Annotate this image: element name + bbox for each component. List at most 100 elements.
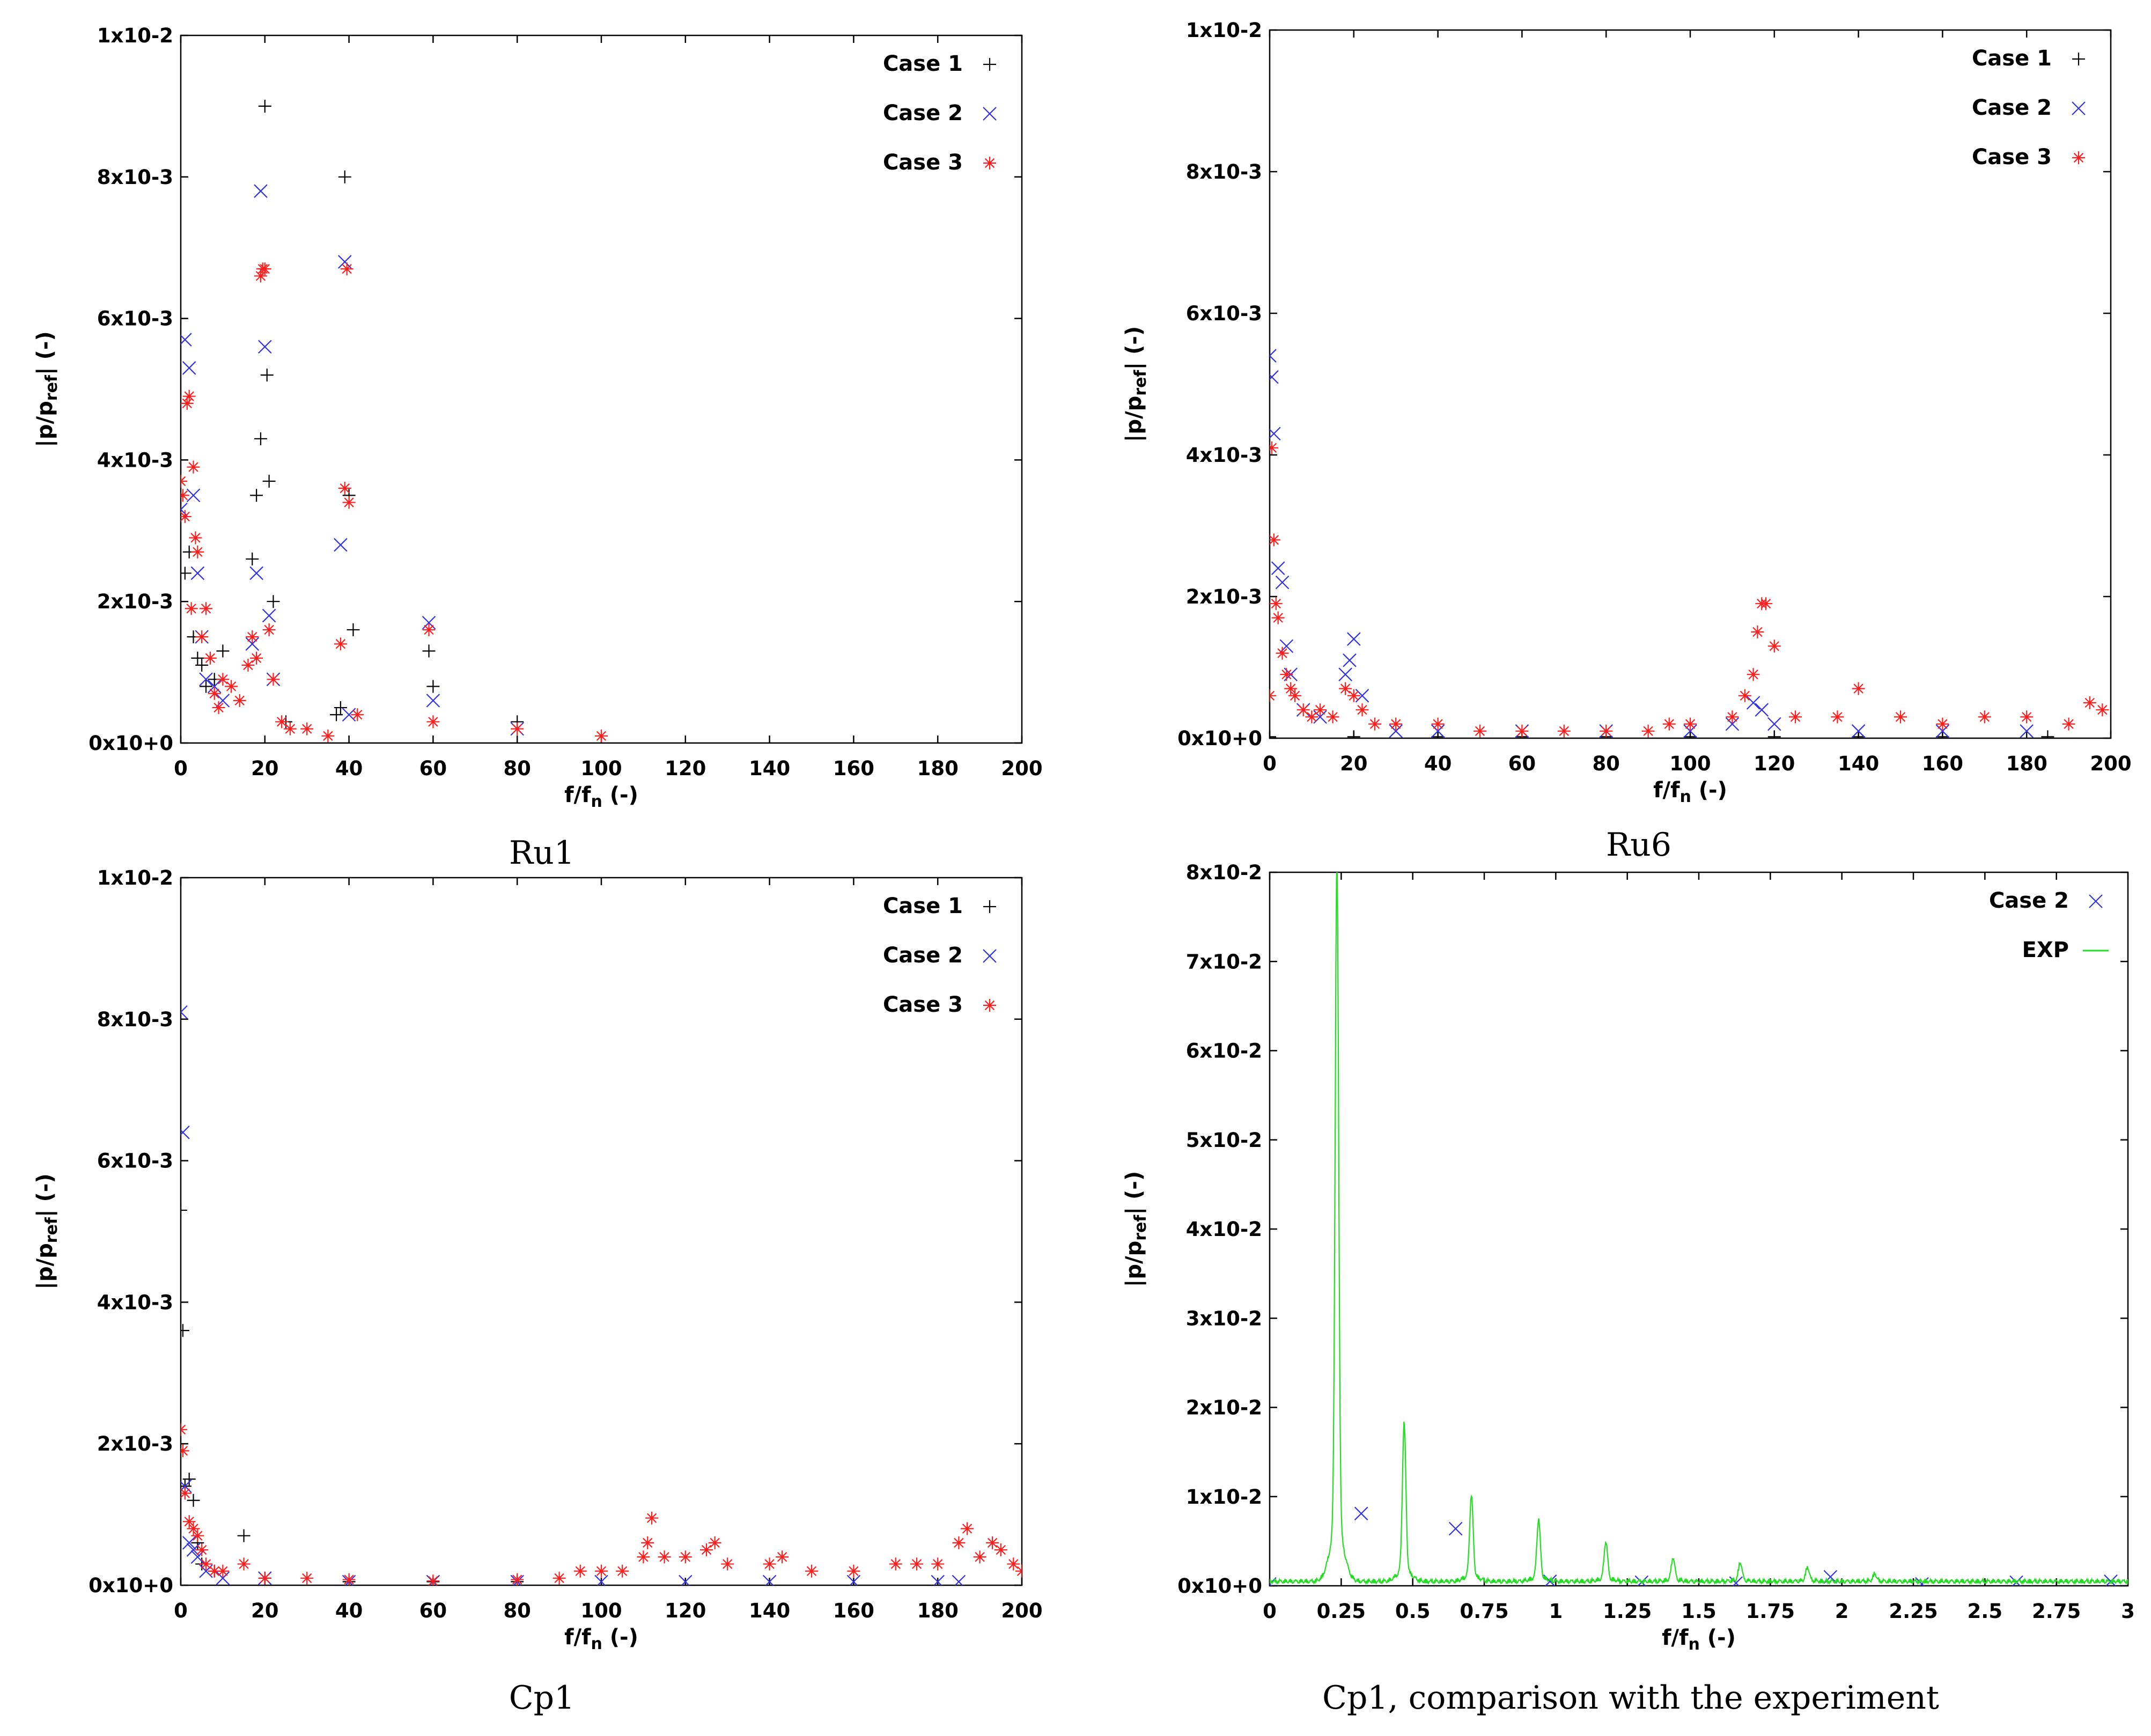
y-tick-label: 8x10-3 [97,1008,173,1031]
x-tick-label: 180 [917,757,959,780]
data-point [181,1203,187,1217]
y-tick-label: 1x10-2 [1186,1485,1262,1509]
data-point [1600,724,1613,738]
data-point [1347,730,1360,738]
x-tick-label: 20 [251,1599,279,1622]
data-point [1936,730,1949,738]
data-point [1354,1506,1368,1521]
data-point [254,184,268,198]
legend-label: Case 3 [1972,145,2052,170]
data-point [595,729,608,742]
data-point [200,680,213,693]
data-point [931,1557,945,1571]
data-point [300,1571,314,1585]
data-point [1276,646,1289,660]
y-tick-label: 3x10-2 [1186,1307,1262,1330]
data-point [511,1573,524,1585]
data-point [1662,717,1676,731]
data-point [181,1324,189,1337]
data-point [275,715,289,729]
data-point [1431,724,1445,738]
chart-ru6: 0x10+0 2x10-3 4x10-3 6x10-3 8x10-3 1x10-2 0 20 4… [1122,19,2132,806]
data-point [426,715,440,729]
y-tick-label: 1x10-2 [97,866,173,889]
data-point [595,1564,608,1578]
data-point [1515,724,1529,738]
x-tick-label: 0.5 [1395,1600,1431,1623]
data-point [1338,667,1352,681]
y-axis-label-main: |p/p [33,401,58,447]
data-point [185,602,198,615]
data-point [250,489,263,502]
data-point [260,369,274,382]
legend-label: Case 2 [883,101,963,126]
data-point [249,566,263,580]
data-point [616,1564,629,1578]
x-axis-label-suffix: (-) [602,1625,638,1650]
data-point [351,708,364,722]
data-point [594,1575,608,1585]
data-point [1448,1521,1463,1536]
data-point [321,729,335,742]
data-point [181,1423,187,1436]
data-point [182,1536,196,1550]
series-case-2 [181,1005,966,1585]
x-tick-label: 140 [1838,752,1879,775]
legend-label: Case 1 [883,52,963,76]
data-point [246,553,259,566]
x-tick-label: 60 [419,757,447,780]
data-point [246,630,259,644]
data-point [1297,703,1310,717]
x-tick-label: 0 [174,757,188,780]
chart-cp1-vs-experiment: 0x10+0 1x10-2 2x10-2 3x10-2 4x10-2 5x10-2 6x10… [1122,861,2135,1654]
data-point [1767,717,1781,731]
data-point [342,1573,356,1585]
plot-area [181,1005,1022,1585]
data-point [181,333,192,347]
data-point [212,701,225,715]
y-axis-label-suffix: | (-) [33,331,58,375]
data-point [1831,710,1844,724]
x-tick-label: 0 [174,1599,188,1622]
data-point [199,672,213,687]
y-axis-label-main: |p/p [1122,1241,1147,1287]
data-point [181,1444,189,1458]
y-tick-label: 5x10-2 [1186,1129,1262,1152]
data-point [994,1543,1007,1557]
data-point [181,1479,192,1494]
series-case-1 [181,99,524,729]
legend-label: Case 2 [1972,95,2052,120]
data-point [1851,724,1866,738]
x-tick-label: 60 [1508,752,1536,775]
data-point [931,1575,945,1585]
data-point [1767,730,1781,738]
y-axis-label-sub: ref [1131,1215,1150,1241]
x-tick-label: 160 [1922,752,1963,775]
data-point [1270,689,1276,702]
data-point [216,644,230,658]
data-point [961,1522,974,1535]
x-tick-label: 2.25 [1889,1600,1938,1623]
data-point [181,474,187,488]
data-point [708,1536,721,1549]
data-point [1683,724,1697,738]
data-point [250,651,263,665]
data-point [233,694,246,707]
x-tick-label: 100 [580,757,622,780]
data-point [258,1571,271,1585]
data-point [340,262,353,276]
data-point [254,269,267,283]
plot-frame [1269,871,2129,1587]
data-point [181,312,187,325]
data-point [721,1557,734,1571]
x-tick-label: 140 [749,1599,790,1622]
x-tick-label: 1.25 [1603,1600,1652,1623]
x-tick-label: 100 [1669,752,1711,775]
data-point [1389,717,1403,731]
data-point [1270,370,1279,384]
data-point [208,687,221,700]
data-point [1389,724,1403,738]
legend-marker [983,900,996,913]
x-tick-label: 120 [1754,752,1795,775]
data-point [637,1550,650,1564]
